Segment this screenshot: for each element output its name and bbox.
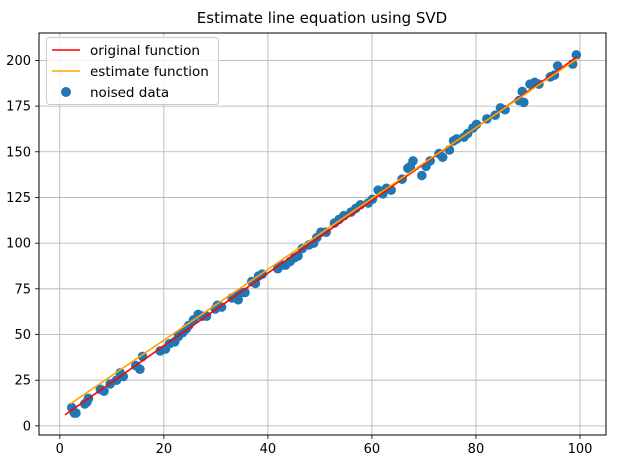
x-tick-label: 20: [156, 442, 173, 457]
scatter-point: [417, 170, 427, 181]
x-tick-label: 0: [56, 442, 64, 457]
x-tick-label: 100: [568, 442, 593, 457]
legend-scatter-marker: [61, 87, 71, 97]
scatter-point: [471, 119, 482, 130]
scatter-point: [408, 156, 418, 166]
scatter-point: [451, 134, 462, 144]
plot-frame: [38, 32, 607, 436]
estimate-function-line: [69, 57, 578, 405]
y-tick-label: 175: [6, 100, 31, 115]
legend: original function estimate function nois…: [46, 37, 219, 105]
grid-lines: [39, 33, 606, 435]
scatter-point: [71, 408, 81, 418]
scatter-point: [571, 50, 582, 60]
scatter-point: [233, 294, 244, 305]
axis-ticks: 0 20 40 60 80 100 0 25 50 75 100 125 150 175 200: [6, 54, 592, 457]
scatter-point: [437, 152, 448, 163]
scatter-point: [500, 104, 510, 115]
y-tick-label: 0: [23, 419, 31, 434]
legend-box: [46, 37, 219, 105]
y-tick-label: 50: [14, 328, 31, 343]
x-tick-label: 80: [468, 442, 485, 457]
x-tick-label: 60: [364, 442, 381, 457]
y-tick-label: 200: [6, 54, 31, 69]
x-tick-label: 40: [260, 442, 277, 457]
scatter-point: [519, 97, 529, 108]
y-tick-label: 150: [6, 145, 31, 160]
y-tick-label: 75: [14, 282, 31, 297]
data-series: [64, 50, 582, 418]
y-tick-label: 125: [6, 191, 31, 206]
legend-original-label: original function: [90, 43, 200, 59]
legend-scatter-label: noised data: [90, 85, 169, 101]
legend-estimate-label: estimate function: [90, 64, 209, 80]
chart-title: Estimate line equation using SVD: [197, 9, 447, 27]
y-tick-label: 100: [6, 237, 31, 252]
scatter-point: [135, 364, 145, 375]
y-tick-label: 25: [14, 374, 31, 389]
scatter-point: [118, 371, 129, 382]
